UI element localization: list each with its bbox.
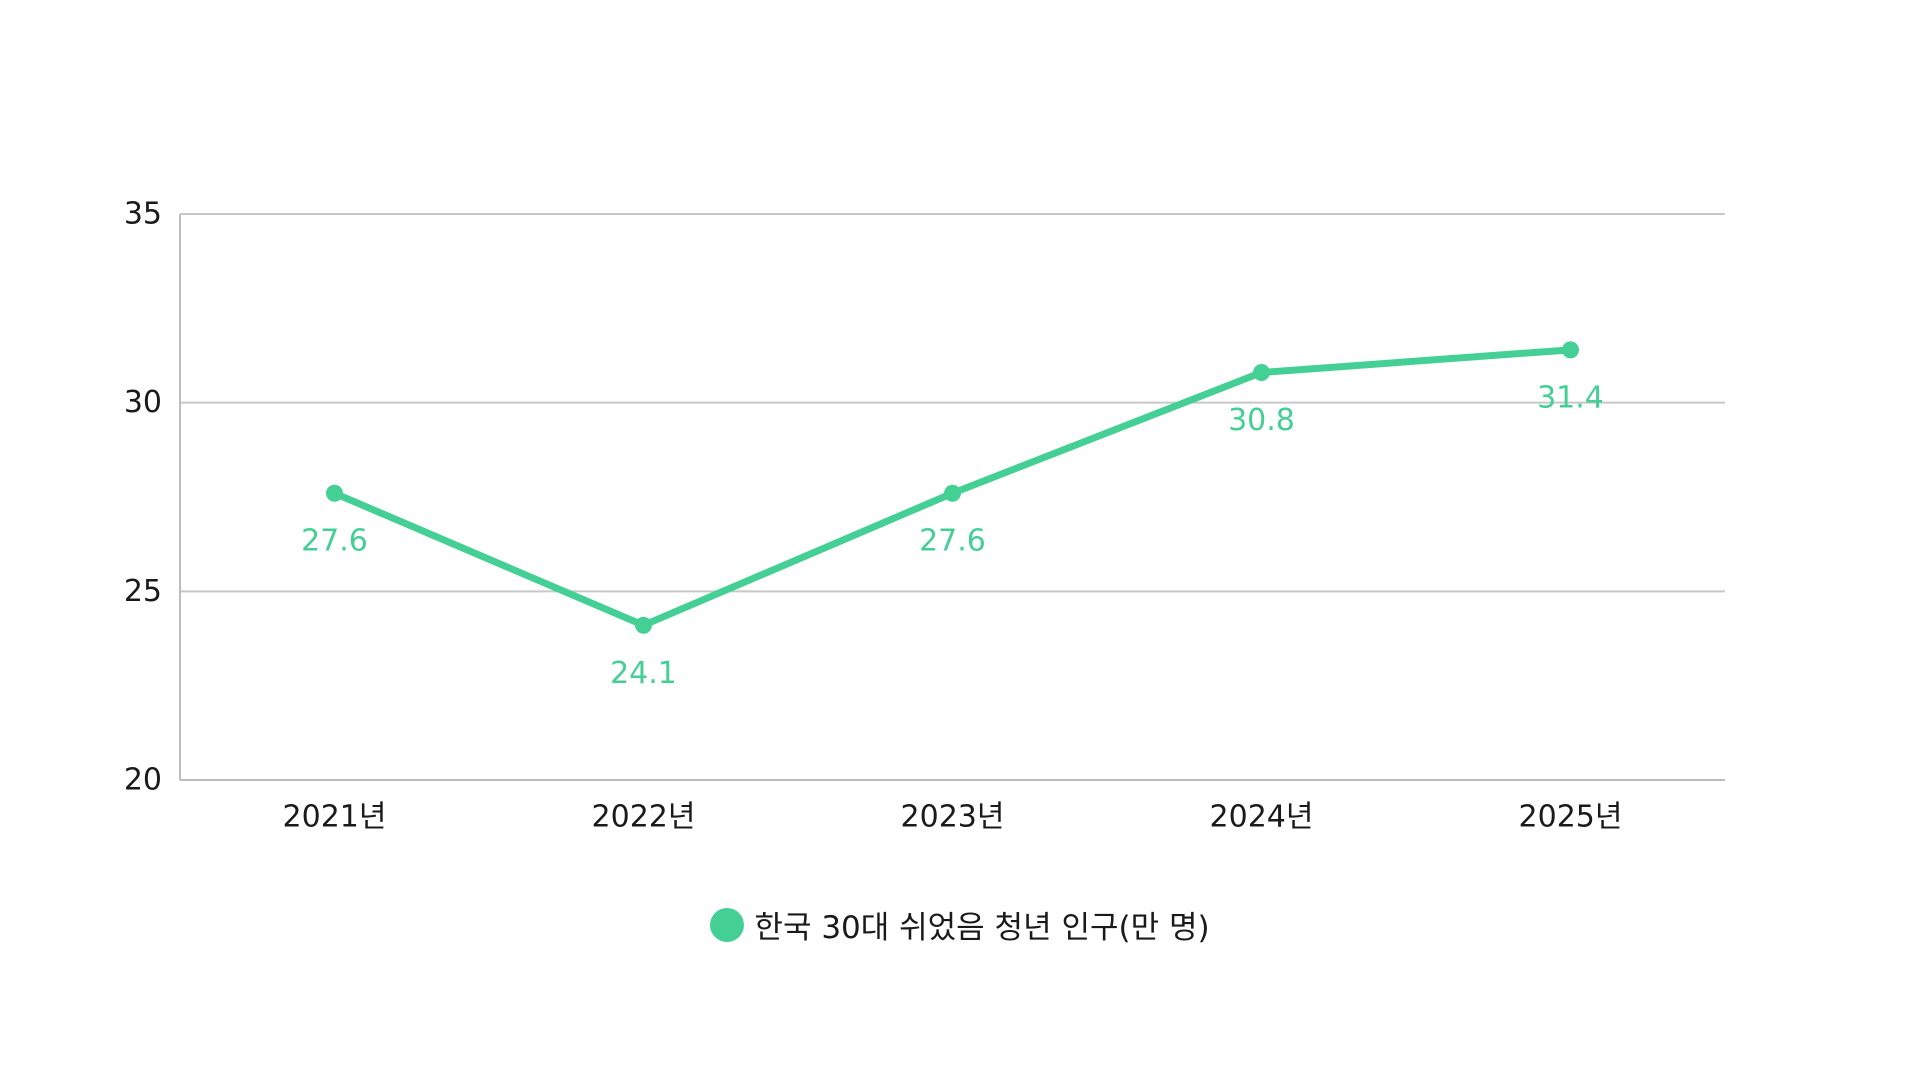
data-label: 31.4 bbox=[1537, 380, 1604, 415]
x-tick-label: 2024년 bbox=[1210, 800, 1314, 835]
data-label: 24.1 bbox=[610, 656, 677, 691]
y-tick-label: 25 bbox=[124, 574, 162, 609]
x-tick-label: 2023년 bbox=[901, 800, 1005, 835]
data-point bbox=[1253, 363, 1270, 381]
data-point bbox=[944, 484, 961, 502]
data-point bbox=[1562, 341, 1579, 359]
data-label: 27.6 bbox=[301, 524, 368, 559]
data-point bbox=[326, 484, 343, 502]
x-tick-label: 2021년 bbox=[283, 800, 387, 835]
y-tick-label: 20 bbox=[124, 763, 162, 798]
x-tick-label: 2025년 bbox=[1519, 800, 1623, 835]
legend-label: 한국 30대 쉬었음 청년 인구(만 명) bbox=[754, 910, 1210, 946]
data-label: 27.6 bbox=[919, 524, 986, 559]
y-tick-label: 35 bbox=[124, 197, 162, 232]
legend-swatch bbox=[710, 907, 745, 942]
data-label: 30.8 bbox=[1228, 403, 1295, 438]
y-tick-label: 30 bbox=[124, 385, 162, 420]
legend: 한국 30대 쉬었음 청년 인구(만 명) bbox=[0, 902, 1920, 947]
x-tick-label: 2022년 bbox=[592, 800, 696, 835]
data-point bbox=[635, 616, 652, 634]
